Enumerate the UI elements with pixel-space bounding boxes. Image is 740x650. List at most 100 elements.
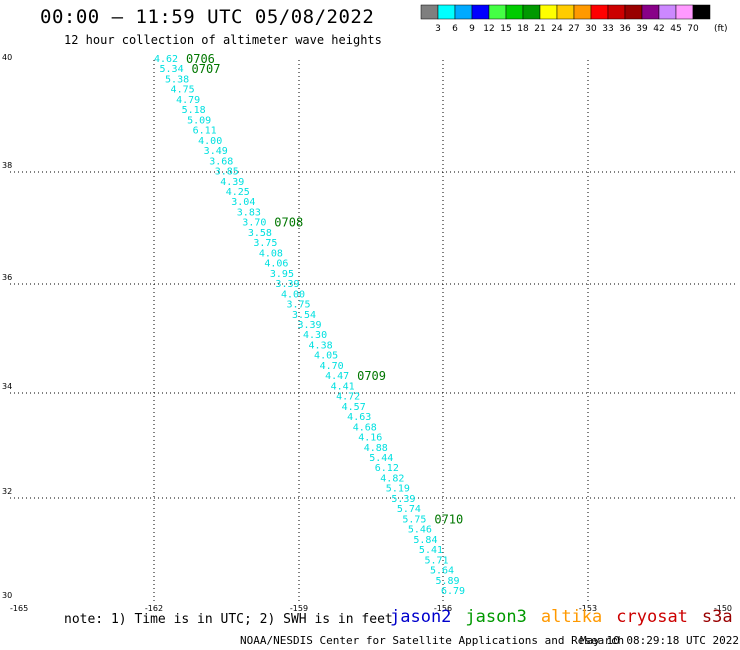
wave-height-value: 5.89 xyxy=(435,576,459,587)
wave-height-value: 3.49 xyxy=(204,146,228,157)
wave-height-value: 3.70 xyxy=(242,218,266,229)
wave-height-value: 4.16 xyxy=(358,433,382,444)
scale-label: (ft) xyxy=(714,24,728,34)
wave-height-value: 5.38 xyxy=(165,74,189,85)
wave-height-value: 6.79 xyxy=(441,586,465,597)
scale-label: 6 xyxy=(452,24,458,34)
scale-label: 30 xyxy=(585,24,597,34)
wave-height-value: 4.70 xyxy=(320,361,344,372)
scale-label: 18 xyxy=(517,24,529,34)
latitude-tick-label: 38 xyxy=(2,161,12,170)
longitude-tick-label: -156 xyxy=(434,604,452,613)
wave-height-value: 4.62 xyxy=(154,54,178,65)
latitude-tick-label: 34 xyxy=(2,382,12,391)
scale-swatch xyxy=(692,4,711,20)
wave-height-value: 4.82 xyxy=(380,473,404,484)
scale-label: 36 xyxy=(619,24,631,34)
scale-label: 45 xyxy=(670,24,681,34)
satellite-altika: altika xyxy=(540,607,603,627)
wave-height-value: 6.11 xyxy=(193,126,217,137)
wave-height-value: 4.79 xyxy=(176,95,200,106)
wave-height-value: 4.57 xyxy=(342,402,366,413)
scale-label: 27 xyxy=(568,24,579,34)
wave-height-value: 5.41 xyxy=(419,545,443,556)
wave-height-value: 4.75 xyxy=(171,85,195,96)
pass-time-label: 0706 xyxy=(186,52,215,66)
scale-label: 9 xyxy=(469,24,475,34)
longitude-tick-label: -150 xyxy=(714,604,732,613)
footer-note: note: 1) Time is in UTC; 2) SWH is in fe… xyxy=(64,612,393,627)
wave-height-value: 4.00 xyxy=(198,136,222,147)
wave-height-value: 3.83 xyxy=(237,207,261,218)
wave-height-value: 6.12 xyxy=(375,463,399,474)
footer-timestamp: May 10 08:29:18 UTC 2022 xyxy=(580,634,739,647)
scale-label: 70 xyxy=(687,24,699,34)
wave-height-value: 4.63 xyxy=(347,412,371,423)
latitude-tick-label: 30 xyxy=(2,591,12,600)
wave-height-value: 4.41 xyxy=(331,381,355,392)
scale-label: 33 xyxy=(602,24,613,34)
scale-label: 24 xyxy=(551,24,563,34)
map-subtitle: 12 hour collection of altimeter wave hei… xyxy=(64,33,382,47)
wave-height-value: 5.75 xyxy=(402,514,426,525)
wave-height-value: 5.18 xyxy=(182,105,206,116)
latitude-tick-label: 32 xyxy=(2,487,12,496)
satellite-jason3: jason3 xyxy=(465,607,527,627)
longitude-tick-label: -162 xyxy=(145,604,163,613)
wave-height-value: 5.34 xyxy=(160,64,184,75)
latitude-tick-label: 40 xyxy=(2,53,12,62)
wave-height-value: 3.39 xyxy=(298,320,322,331)
wave-height-value: 3.95 xyxy=(270,269,294,280)
wave-height-value: 4.06 xyxy=(264,259,288,270)
wave-height-value: 4.72 xyxy=(336,392,360,403)
wave-height-value: 3.75 xyxy=(253,238,277,249)
wave-height-color-scale: 3 6 9 12 15 18 21 24 27 30 33 36 39 42 45 70 (ft) xyxy=(420,4,728,34)
wave-height-value: 3.54 xyxy=(292,310,316,321)
wave-height-value: 3.85 xyxy=(215,167,239,178)
longitude-tick-label: -159 xyxy=(290,604,308,613)
wave-height-value: 5.64 xyxy=(430,566,454,577)
wave-height-value: 4.25 xyxy=(226,187,250,198)
satellite-legend: jason2 jason3 altika cryosat s3a xyxy=(390,607,740,627)
pass-time-label: 0707 xyxy=(192,62,221,76)
wave-height-value: 4.88 xyxy=(364,443,388,454)
pass-time-label: 0710 xyxy=(434,512,463,526)
wave-height-value: 5.84 xyxy=(413,535,437,546)
wave-height-value: 4.39 xyxy=(220,177,244,188)
wave-height-value: 4.47 xyxy=(325,371,349,382)
map-title: 00:00 – 11:59 UTC 05/08/2022 xyxy=(40,6,375,28)
wave-height-value: 3.58 xyxy=(248,228,272,239)
wave-height-value: 5.44 xyxy=(369,453,393,464)
scale-label: 42 xyxy=(653,24,664,34)
footer-credit: NOAA/NESDIS Center for Satellite Applica… xyxy=(240,634,625,647)
wave-height-value: 3.75 xyxy=(286,300,310,311)
scale-label: 21 xyxy=(534,24,545,34)
wave-height-value: 4.00 xyxy=(281,289,305,300)
wave-height-value: 4.68 xyxy=(353,422,377,433)
wave-height-value: 5.09 xyxy=(187,115,211,126)
wave-height-value: 4.38 xyxy=(309,340,333,351)
satellite-jason2: jason2 xyxy=(390,607,452,627)
pass-time-label: 0709 xyxy=(357,369,386,383)
satellite-cryosat: cryosat xyxy=(616,607,688,627)
wave-height-value: 4.05 xyxy=(314,351,338,362)
pass-time-label: 0708 xyxy=(274,216,303,230)
longitude-tick-label: -165 xyxy=(10,604,28,613)
wave-height-value: 4.30 xyxy=(303,330,327,341)
wave-height-value: 3.04 xyxy=(231,197,255,208)
wave-height-value: 5.71 xyxy=(424,555,448,566)
wave-height-value: 3.68 xyxy=(209,156,233,167)
latitude-tick-label: 36 xyxy=(2,273,12,282)
wave-height-value: 5.39 xyxy=(391,494,415,505)
scale-label: 3 xyxy=(435,24,441,34)
satellite-s3a: s3a xyxy=(701,607,733,627)
scale-label: 15 xyxy=(500,24,511,34)
wave-height-value: 5.46 xyxy=(408,525,432,536)
wave-height-value: 5.19 xyxy=(386,484,410,495)
longitude-tick-label: -153 xyxy=(579,604,597,613)
wave-height-value: 5.74 xyxy=(397,504,421,515)
scale-label: 39 xyxy=(636,24,648,34)
scale-label: 12 xyxy=(483,24,494,34)
wave-height-value: 3.39 xyxy=(275,279,299,290)
